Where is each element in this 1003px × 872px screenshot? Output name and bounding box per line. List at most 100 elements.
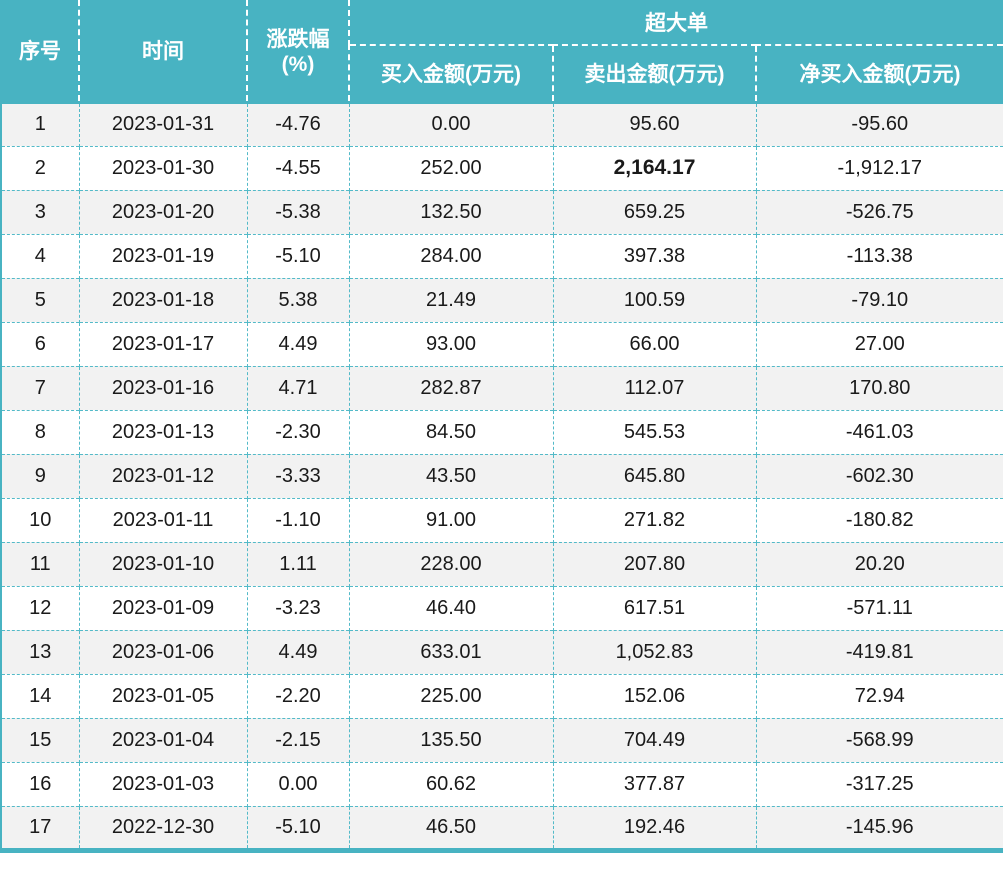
cell-date: 2023-01-20 (78, 189, 247, 234)
cell-net-buy-amount: -145.96 (755, 805, 1003, 850)
table-header: 序号 时间 涨跌幅 (%) 超大单 买入金额(万元) 卖出金额(万元) 净买入金… (1, 0, 1003, 102)
cell-buy-amount: 135.50 (348, 717, 553, 762)
cell-buy-amount: 228.00 (348, 541, 553, 586)
table-row: 5 2023-01-18 5.38 21.49 100.59 -79.10 (1, 277, 1003, 322)
table-row: 15 2023-01-04 -2.15 135.50 704.49 -568.9… (1, 717, 1003, 762)
cell-seq: 1 (1, 100, 79, 146)
cell-net-buy-amount: 170.80 (755, 365, 1003, 410)
cell-seq: 6 (1, 321, 79, 366)
cell-net-buy-amount: -526.75 (755, 189, 1003, 234)
cell-date: 2022-12-30 (78, 805, 247, 850)
cell-sell-amount: 617.51 (552, 585, 756, 630)
cell-sell-amount: 704.49 (552, 717, 756, 762)
table-row: 4 2023-01-19 -5.10 284.00 397.38 -113.38 (1, 233, 1003, 278)
header-sell-amount: 卖出金额(万元) (553, 45, 757, 102)
table-row: 16 2023-01-03 0.00 60.62 377.87 -317.25 (1, 761, 1003, 806)
header-buy-amount: 买入金额(万元) (349, 45, 554, 102)
cell-change-percent: -2.30 (246, 409, 349, 454)
cell-date: 2023-01-05 (78, 673, 247, 718)
cell-seq: 8 (1, 409, 79, 454)
table-row: 10 2023-01-11 -1.10 91.00 271.82 -180.82 (1, 497, 1003, 542)
cell-sell-amount: 1,052.83 (552, 629, 756, 674)
table-row: 3 2023-01-20 -5.38 132.50 659.25 -526.75 (1, 189, 1003, 234)
cell-seq: 9 (1, 453, 79, 498)
cell-sell-amount: 645.80 (552, 453, 756, 498)
cell-buy-amount: 252.00 (348, 145, 553, 190)
header-change-line1: 涨跌幅 (266, 28, 330, 52)
cell-net-buy-amount: -79.10 (755, 277, 1003, 322)
cell-seq: 14 (1, 673, 79, 718)
cell-date: 2023-01-17 (78, 321, 247, 366)
cell-buy-amount: 43.50 (348, 453, 553, 498)
table-row: 17 2022-12-30 -5.10 46.50 192.46 -145.96 (1, 805, 1003, 850)
cell-change-percent: 4.49 (246, 629, 349, 674)
cell-date: 2023-01-03 (78, 761, 247, 806)
header-net-buy-amount: 净买入金额(万元) (756, 45, 1003, 102)
cell-buy-amount: 21.49 (348, 277, 553, 322)
table-body: 1 2023-01-31 -4.76 0.00 95.60 -95.60 2 2… (1, 100, 1003, 850)
cell-date: 2023-01-13 (78, 409, 247, 454)
cell-buy-amount: 225.00 (348, 673, 553, 718)
cell-net-buy-amount: -602.30 (755, 453, 1003, 498)
cell-seq: 3 (1, 189, 79, 234)
cell-sell-amount: 271.82 (552, 497, 756, 542)
header-change-percent: 涨跌幅 (%) (247, 0, 350, 102)
cell-buy-amount: 84.50 (348, 409, 553, 454)
cell-date: 2023-01-16 (78, 365, 247, 410)
cell-date: 2023-01-10 (78, 541, 247, 586)
cell-change-percent: 5.38 (246, 277, 349, 322)
cell-buy-amount: 132.50 (348, 189, 553, 234)
cell-change-percent: 4.49 (246, 321, 349, 366)
cell-change-percent: -2.15 (246, 717, 349, 762)
cell-sell-amount: 377.87 (552, 761, 756, 806)
cell-sell-amount: 66.00 (552, 321, 756, 366)
cell-sell-amount: 112.07 (552, 365, 756, 410)
cell-date: 2023-01-11 (78, 497, 247, 542)
cell-sell-amount: 397.38 (552, 233, 756, 278)
cell-sell-amount: 192.46 (552, 805, 756, 850)
cell-sell-amount: 545.53 (552, 409, 756, 454)
cell-net-buy-amount: 72.94 (755, 673, 1003, 718)
table-row: 13 2023-01-06 4.49 633.01 1,052.83 -419.… (1, 629, 1003, 674)
cell-buy-amount: 633.01 (348, 629, 553, 674)
table-row: 8 2023-01-13 -2.30 84.50 545.53 -461.03 (1, 409, 1003, 454)
cell-sell-amount: 659.25 (552, 189, 756, 234)
cell-date: 2023-01-04 (78, 717, 247, 762)
table-row: 7 2023-01-16 4.71 282.87 112.07 170.80 (1, 365, 1003, 410)
header-seq: 序号 (1, 0, 80, 102)
capital-flow-table: 序号 时间 涨跌幅 (%) 超大单 买入金额(万元) 卖出金额(万元) 净买入金… (0, 0, 1003, 853)
cell-change-percent: -5.38 (246, 189, 349, 234)
cell-seq: 10 (1, 497, 79, 542)
cell-seq: 7 (1, 365, 79, 410)
cell-change-percent: -3.33 (246, 453, 349, 498)
cell-sell-amount: 95.60 (552, 100, 756, 146)
table-row: 1 2023-01-31 -4.76 0.00 95.60 -95.60 (1, 100, 1003, 146)
cell-seq: 5 (1, 277, 79, 322)
cell-net-buy-amount: -180.82 (755, 497, 1003, 542)
cell-sell-amount: 100.59 (552, 277, 756, 322)
cell-net-buy-amount: -1,912.17 (755, 145, 1003, 190)
cell-change-percent: 0.00 (246, 761, 349, 806)
cell-change-percent: -3.23 (246, 585, 349, 630)
cell-date: 2023-01-31 (78, 100, 247, 146)
cell-change-percent: 1.11 (246, 541, 349, 586)
cell-sell-amount: 2,164.17 (552, 145, 756, 190)
table-row: 12 2023-01-09 -3.23 46.40 617.51 -571.11 (1, 585, 1003, 630)
header-change-line2: (%) (281, 53, 315, 77)
cell-buy-amount: 46.50 (348, 805, 553, 850)
cell-seq: 11 (1, 541, 79, 586)
cell-date: 2023-01-19 (78, 233, 247, 278)
cell-change-percent: -5.10 (246, 805, 349, 850)
cell-sell-amount: 152.06 (552, 673, 756, 718)
table-row: 14 2023-01-05 -2.20 225.00 152.06 72.94 (1, 673, 1003, 718)
cell-seq: 16 (1, 761, 79, 806)
table-row: 2 2023-01-30 -4.55 252.00 2,164.17 -1,91… (1, 145, 1003, 190)
cell-net-buy-amount: -419.81 (755, 629, 1003, 674)
cell-net-buy-amount: -113.38 (755, 233, 1003, 278)
cell-buy-amount: 91.00 (348, 497, 553, 542)
cell-buy-amount: 60.62 (348, 761, 553, 806)
cell-seq: 15 (1, 717, 79, 762)
cell-buy-amount: 93.00 (348, 321, 553, 366)
cell-net-buy-amount: -568.99 (755, 717, 1003, 762)
cell-buy-amount: 284.00 (348, 233, 553, 278)
